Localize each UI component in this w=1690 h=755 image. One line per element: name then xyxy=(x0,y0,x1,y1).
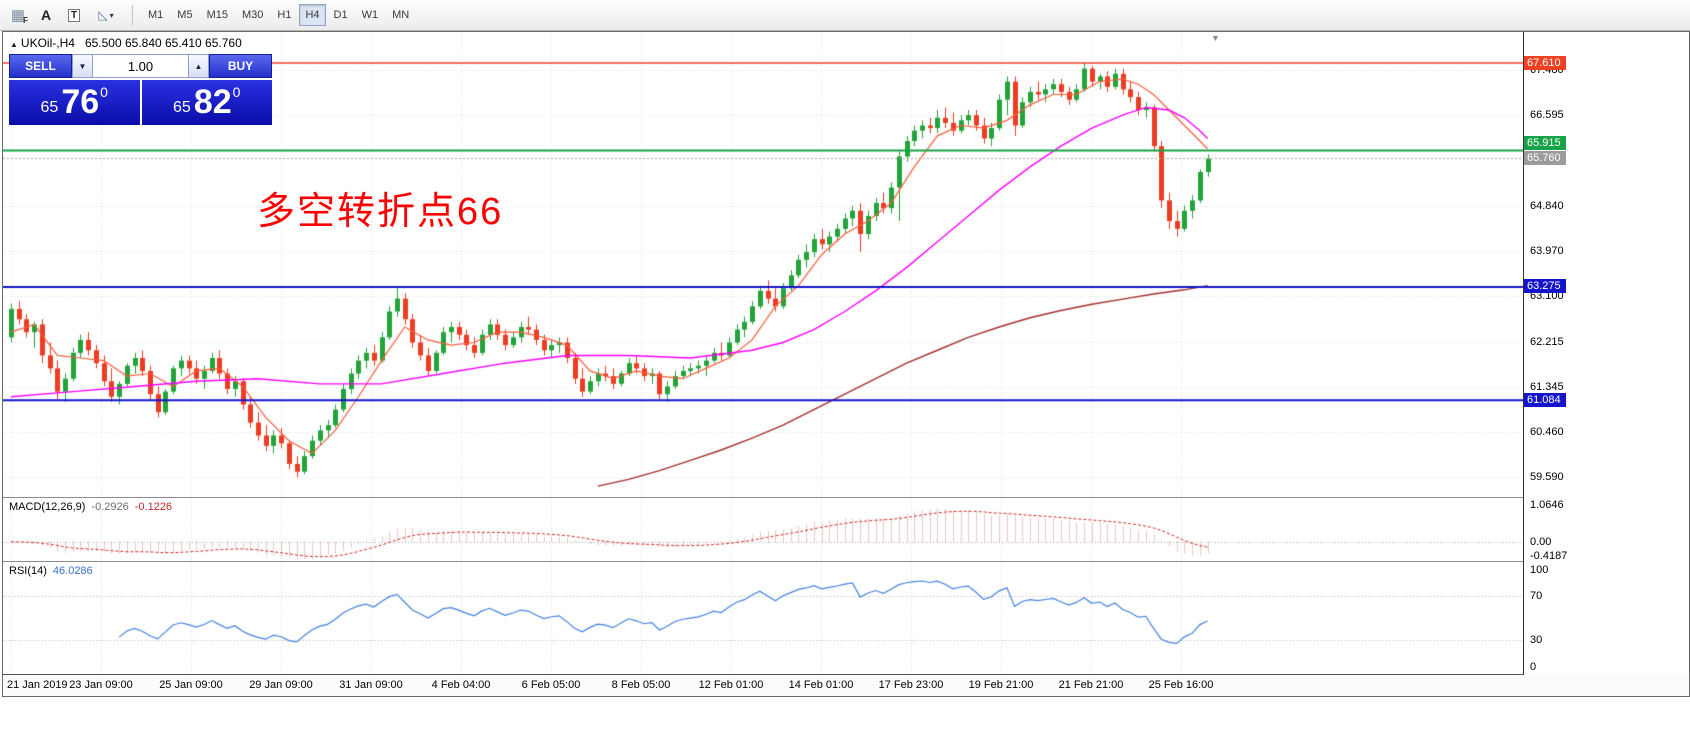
timeframe-button-h1[interactable]: H1 xyxy=(271,4,297,26)
time-axis-label: 14 Feb 01:00 xyxy=(788,679,854,691)
grid-glyph: ▦ xyxy=(10,6,26,24)
buy-price-big: 82 xyxy=(193,83,232,121)
text-t-glyph: T xyxy=(67,8,81,22)
timeframe-button-d1[interactable]: D1 xyxy=(328,4,354,26)
chart-ohlc-values: 65.500 65.840 65.410 65.760 xyxy=(84,36,242,50)
rsi-axis-label: 100 xyxy=(1530,564,1549,576)
buy-price-sup: 0 xyxy=(232,84,241,100)
time-axis-label: 31 Jan 09:00 xyxy=(339,679,403,691)
rsi-panel-separator[interactable] xyxy=(3,561,1689,562)
chart-shift-marker[interactable]: ▼ xyxy=(1211,33,1220,43)
time-axis-label: 25 Jan 09:00 xyxy=(159,679,223,691)
price-axis-line xyxy=(1523,32,1524,675)
price-axis[interactable]: 67.480 66.595 64.840 63.970 63.100 62.215 61.3… xyxy=(1524,32,1689,675)
time-axis-label: 4 Feb 04:00 xyxy=(431,679,491,691)
price-tag-65.760: 65.760 xyxy=(1524,151,1566,166)
top-toolbar: ▦ F A T ◺ ▾ M1 M5 M15 M30 H1 H4 D1 W1 MN xyxy=(0,0,1690,31)
price-tag-61.084: 61.084 xyxy=(1524,392,1566,407)
chart-symbol-period: UKOil-,H4 xyxy=(20,36,75,50)
arrows-tool-icon[interactable]: ◺ ▾ xyxy=(89,3,123,27)
lot-increase-button[interactable]: ▲ xyxy=(188,54,209,78)
time-axis-label: 19 Feb 21:00 xyxy=(968,679,1034,691)
price-tag-63.275: 63.275 xyxy=(1524,279,1566,294)
label-tool-icon[interactable]: T xyxy=(61,3,87,27)
drawing-tools-group: ▦ F A T ◺ ▾ xyxy=(0,3,124,27)
rsi-label: RSI(14) 46.0286 xyxy=(9,565,93,577)
price-axis-label: 61.345 xyxy=(1530,380,1564,393)
toolbar-separator xyxy=(132,5,133,25)
macd-name: MACD(12,26,9) xyxy=(9,501,86,513)
rsi-axis-label: 0 xyxy=(1530,661,1537,673)
price-tag-65.915: 65.915 xyxy=(1524,136,1566,151)
rsi-value: 46.0286 xyxy=(52,565,93,577)
timeframe-button-h4[interactable]: H4 xyxy=(299,4,326,26)
sell-price-small: 65 xyxy=(40,98,59,116)
time-axis-label: 12 Feb 01:00 xyxy=(698,679,764,691)
price-axis-label: 62.215 xyxy=(1530,335,1564,348)
macd-signal-value: -0.1226 xyxy=(134,501,173,513)
sell-price-big: 76 xyxy=(61,83,100,121)
sell-price-sup: 0 xyxy=(100,84,108,100)
timeframe-toolbar: M1 M5 M15 M30 H1 H4 D1 W1 MN xyxy=(141,4,416,26)
sell-button[interactable]: SELL xyxy=(9,54,72,78)
grid-sub-label: F xyxy=(23,16,28,25)
time-axis-label: 6 Feb 05:00 xyxy=(521,679,581,691)
macd-axis-label: 0.00 xyxy=(1530,535,1552,548)
macd-axis-label: -0.4187 xyxy=(1530,550,1568,563)
indicators-icon[interactable]: ▦ F xyxy=(5,3,31,27)
time-axis-separator xyxy=(3,674,1689,675)
chart-annotation: 多空转折点66 xyxy=(257,191,504,233)
buy-button[interactable]: BUY xyxy=(209,54,272,78)
macd-label: MACD(12,26,9) -0.2926 -0.1226 xyxy=(9,501,172,513)
price-axis-label: 66.595 xyxy=(1530,109,1564,122)
rsi-axis-label: 70 xyxy=(1530,589,1543,602)
trade-prices-row: 65 76 0 65 82 0 xyxy=(9,80,272,125)
macd-panel-separator[interactable] xyxy=(3,497,1689,498)
rsi-canvas[interactable] xyxy=(3,562,1523,674)
rsi-name: RSI(14) xyxy=(9,565,47,577)
timeframe-button-m1[interactable]: M1 xyxy=(142,4,169,26)
price-axis-label: 59.590 xyxy=(1530,471,1564,484)
price-axis-label: 63.970 xyxy=(1530,245,1564,258)
timeframe-button-m5[interactable]: M5 xyxy=(171,4,198,26)
lot-size-input[interactable]: 1.00 xyxy=(93,54,188,78)
time-axis[interactable]: 21 Jan 2019 23 Jan 09:00 25 Jan 09:00 29 Ja… xyxy=(3,675,1689,696)
lot-decrease-button[interactable]: ▼ xyxy=(72,54,93,78)
timeframe-button-w1[interactable]: W1 xyxy=(356,4,385,26)
shape-glyph: ◺ xyxy=(98,8,108,22)
time-axis-label: 23 Jan 09:00 xyxy=(69,679,133,691)
trade-controls-row: SELL ▼ 1.00 ▲ BUY xyxy=(9,54,272,78)
macd-canvas[interactable] xyxy=(3,498,1523,561)
time-axis-label: 29 Jan 09:00 xyxy=(249,679,313,691)
sell-price-display: 65 76 0 xyxy=(9,80,140,125)
text-tool-icon[interactable]: A xyxy=(33,3,59,27)
buy-price-display: 65 82 0 xyxy=(141,80,272,125)
macd-main-value: -0.2926 xyxy=(91,501,129,513)
price-axis-label: 60.460 xyxy=(1530,426,1564,439)
time-axis-label: 21 Jan 2019 xyxy=(7,679,68,691)
timeframe-button-mn[interactable]: MN xyxy=(386,4,415,26)
chart-window: ▲ UKOil-,H4 65.500 65.840 65.410 65.760 ▼ … xyxy=(2,31,1690,697)
time-axis-label: 25 Feb 16:00 xyxy=(1148,679,1214,691)
time-axis-label: 17 Feb 23:00 xyxy=(878,679,944,691)
price-axis-label: 64.840 xyxy=(1530,200,1564,213)
price-tag-67.610: 67.610 xyxy=(1524,55,1566,70)
rsi-axis-label: 30 xyxy=(1530,634,1543,647)
time-axis-label: 21 Feb 21:00 xyxy=(1058,679,1124,691)
timeframe-button-m30[interactable]: M30 xyxy=(236,4,269,26)
time-axis-label: 8 Feb 05:00 xyxy=(611,679,671,691)
timeframe-button-m15[interactable]: M15 xyxy=(201,4,234,26)
one-click-trading-panel: SELL ▼ 1.00 ▲ BUY 65 76 0 65 82 0 xyxy=(9,54,272,125)
text-a-glyph: A xyxy=(40,7,52,23)
title-arrow-icon: ▲ xyxy=(10,40,18,49)
macd-axis-label: 1.0646 xyxy=(1530,499,1564,511)
chart-title: ▲ UKOil-,H4 65.500 65.840 65.410 65.760 xyxy=(10,36,242,50)
chevron-down-icon: ▾ xyxy=(109,10,114,20)
buy-price-small: 65 xyxy=(173,98,191,116)
